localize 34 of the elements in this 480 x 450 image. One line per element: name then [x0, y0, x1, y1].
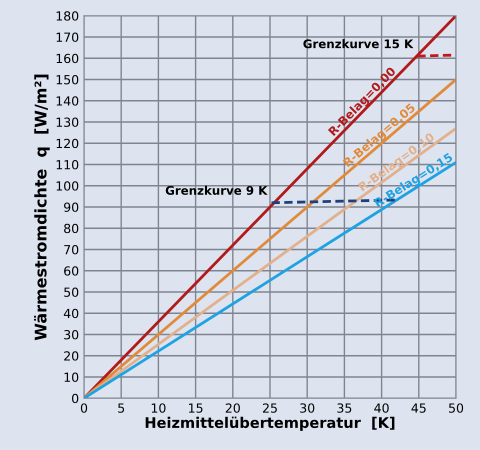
y-tick-label: 40: [64, 308, 78, 318]
y-tick-label: 80: [64, 224, 78, 234]
x-tick-label: 30: [300, 403, 314, 413]
y-tick-label: 100: [56, 181, 78, 191]
x-tick-label: 20: [226, 403, 240, 413]
x-tick-label: 50: [449, 403, 464, 413]
y-tick-label: 0: [72, 394, 78, 404]
y-tick-label: 10: [64, 372, 78, 382]
y-tick-label: 20: [64, 351, 78, 361]
x-tick-label: 45: [411, 403, 426, 413]
x-tick-label: 0: [80, 403, 88, 413]
y-tick-label: 30: [64, 330, 78, 340]
y-tick-label: 90: [64, 202, 78, 212]
y-tick-label: 120: [56, 138, 78, 148]
x-tick-label: 40: [374, 403, 389, 413]
y-axis-title: Wärmestromdichte q [W/m²]: [34, 74, 50, 340]
y-tick-label: 180: [56, 11, 78, 21]
y-tick-label: 130: [56, 117, 78, 127]
series-label: Grenzkurve 15 K: [303, 39, 414, 48]
y-tick-label: 160: [56, 54, 78, 64]
y-tick-label: 70: [64, 244, 78, 254]
x-tick-label: 15: [189, 403, 202, 413]
x-tick-label: 35: [337, 403, 352, 413]
y-tick-label: 60: [64, 266, 78, 276]
y-tick-label: 150: [56, 74, 78, 84]
x-tick-label: 5: [118, 403, 124, 413]
y-tick-label: 110: [56, 160, 78, 170]
x-axis-title: Heizmittelübertemperatur [K]: [146, 416, 394, 431]
y-tick-label: 140: [56, 96, 78, 106]
y-tick-label: 170: [56, 32, 78, 42]
series-label: Grenzkurve 9 K: [166, 186, 268, 195]
x-tick-label: 10: [152, 403, 166, 413]
x-tick-label: 25: [262, 403, 277, 413]
y-tick-label: 50: [64, 287, 78, 297]
